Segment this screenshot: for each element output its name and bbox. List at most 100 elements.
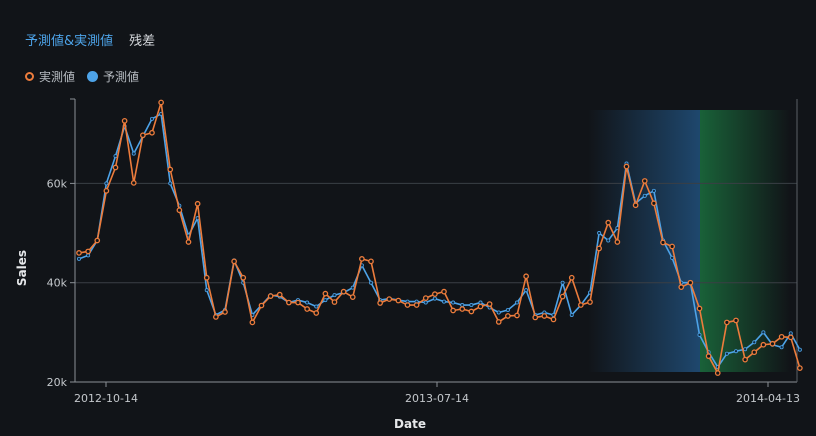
actual-data-point bbox=[231, 258, 237, 265]
y-axis-title: Sales bbox=[15, 250, 29, 286]
actual-data-point bbox=[578, 302, 584, 308]
actual-series-line bbox=[78, 101, 801, 374]
actual-data-point bbox=[422, 295, 429, 301]
actual-data-point bbox=[459, 306, 466, 312]
actual-data-point bbox=[322, 290, 329, 297]
actual-marker-icon bbox=[25, 72, 34, 81]
actual-data-point bbox=[140, 132, 146, 139]
actual-data-point bbox=[778, 333, 785, 340]
predicted-data-point bbox=[469, 303, 474, 308]
actual-data-point bbox=[559, 293, 566, 300]
actual-data-point bbox=[669, 243, 675, 250]
x-tick-label: 2012-10-14 bbox=[74, 392, 138, 405]
actual-data-point bbox=[94, 237, 101, 244]
actual-data-point bbox=[769, 340, 776, 347]
actual-data-point bbox=[395, 297, 402, 304]
backtest-bands bbox=[588, 110, 790, 372]
actual-data-point bbox=[505, 313, 511, 319]
actual-data-point bbox=[368, 258, 374, 265]
predicted-marker-icon bbox=[87, 71, 99, 82]
actual-data-point bbox=[696, 305, 703, 312]
actual-data-point bbox=[203, 274, 210, 281]
actual-data-point bbox=[550, 316, 557, 323]
actual-data-point bbox=[194, 200, 201, 207]
actual-data-point bbox=[468, 308, 475, 315]
actual-data-point bbox=[240, 274, 247, 281]
actual-data-point bbox=[149, 129, 155, 136]
actual-data-point bbox=[623, 163, 630, 170]
y-tick-label: 40k bbox=[47, 277, 68, 290]
predicted-data-point bbox=[478, 300, 483, 305]
actual-data-point bbox=[249, 319, 256, 326]
predicted-data-point bbox=[423, 300, 428, 305]
chart-legend: 実測値 予測値 bbox=[25, 68, 139, 85]
predicted-data-point bbox=[569, 312, 574, 317]
backtest-band-green bbox=[700, 110, 790, 372]
predicted-data-point bbox=[779, 345, 784, 350]
actual-data-point bbox=[258, 302, 265, 309]
actual-data-point bbox=[587, 299, 593, 305]
predicted-data-point bbox=[368, 280, 373, 285]
legend-label-actual: 実測値 bbox=[39, 70, 76, 84]
x-tick-label: 2014-04-13 bbox=[736, 392, 800, 405]
actual-data-point bbox=[678, 284, 685, 291]
predicted-data-point bbox=[451, 300, 456, 305]
actual-data-point bbox=[112, 164, 119, 171]
predicted-data-point bbox=[204, 288, 209, 293]
y-tick-label: 60k bbox=[47, 177, 68, 190]
actual-data-point bbox=[651, 200, 657, 207]
actual-data-point bbox=[377, 300, 383, 306]
actual-data-point bbox=[386, 296, 393, 302]
series-actual bbox=[76, 99, 803, 376]
predicted-data-point bbox=[524, 288, 529, 293]
predicted-data-point bbox=[651, 188, 656, 193]
actual-data-point bbox=[751, 349, 758, 356]
actual-data-point bbox=[295, 299, 301, 306]
predicted-data-point bbox=[697, 332, 702, 337]
actual-data-point bbox=[176, 207, 183, 214]
actual-data-point bbox=[286, 299, 292, 306]
actual-data-point bbox=[340, 288, 347, 295]
predicted-data-point bbox=[432, 296, 437, 301]
predicted-data-point bbox=[743, 347, 748, 352]
axes bbox=[74, 99, 798, 383]
actual-data-point bbox=[568, 274, 575, 281]
predicted-data-point bbox=[752, 340, 757, 345]
tab-residual[interactable]: 残差 bbox=[129, 34, 156, 49]
predicted-data-point bbox=[149, 116, 154, 121]
x-tick-label: 2013-07-14 bbox=[405, 392, 469, 405]
tab-predicted-actual[interactable]: 予測値&実測値 bbox=[25, 34, 114, 49]
actual-data-point bbox=[596, 245, 602, 252]
actual-data-point bbox=[486, 301, 493, 307]
actual-data-point bbox=[85, 248, 91, 255]
actual-data-point bbox=[158, 99, 164, 106]
actual-data-point bbox=[304, 306, 310, 312]
actual-data-point bbox=[450, 307, 456, 314]
actual-data-point bbox=[641, 178, 648, 184]
predicted-data-point bbox=[305, 300, 310, 305]
actual-data-point bbox=[477, 303, 484, 310]
predicted-data-point bbox=[597, 231, 602, 236]
predicted-data-point bbox=[515, 300, 520, 305]
actual-data-point bbox=[605, 219, 612, 226]
predicted-data-point bbox=[350, 285, 355, 290]
actual-data-point bbox=[714, 370, 721, 376]
predicted-data-point bbox=[761, 330, 766, 335]
predicted-data-point bbox=[77, 256, 82, 261]
actual-data-point bbox=[167, 166, 174, 173]
actual-data-point bbox=[213, 314, 219, 320]
backtest-band-blue bbox=[588, 110, 700, 372]
predicted-data-point bbox=[560, 280, 565, 285]
x-axis-title: Date bbox=[394, 417, 426, 431]
legend-item-actual[interactable]: 実測値 bbox=[25, 68, 75, 85]
actual-data-point bbox=[687, 279, 694, 286]
actual-data-point bbox=[276, 291, 283, 298]
legend-item-predicted[interactable]: 予測値 bbox=[87, 68, 139, 85]
actual-data-point bbox=[404, 302, 411, 308]
predicted-data-point bbox=[788, 331, 793, 336]
actual-data-point bbox=[331, 299, 338, 305]
predicted-data-point bbox=[606, 238, 611, 243]
predicted-data-point bbox=[441, 299, 446, 304]
actual-data-point bbox=[787, 334, 794, 341]
